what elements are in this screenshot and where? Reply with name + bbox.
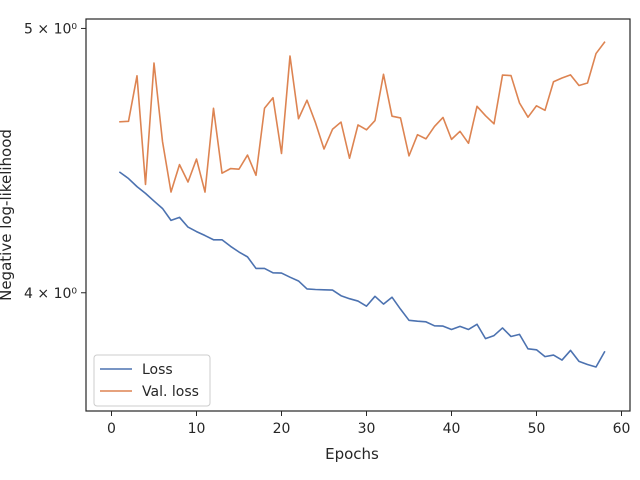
x-tick-label: 30	[358, 421, 376, 437]
plot-frame	[85, 18, 631, 412]
legend-box	[93, 354, 211, 407]
x-axis-ticks: 0 10 20 30 40 50 60	[107, 411, 630, 437]
x-tick-label: 50	[528, 421, 546, 437]
x-tick-label: 10	[188, 421, 206, 437]
series-line-0	[118, 171, 606, 368]
series-layer	[118, 41, 606, 368]
legend: Loss Val. loss	[93, 354, 211, 407]
x-tick-label: 40	[443, 421, 461, 437]
y-axis-label: Negative log-likelihood	[0, 129, 15, 301]
x-tick-label: 0	[107, 421, 116, 437]
legend-label-loss: Loss	[142, 362, 173, 378]
series-line-1	[119, 41, 606, 193]
x-tick-label: 20	[273, 421, 291, 437]
y-tick-label: 5 × 10⁰	[24, 21, 77, 37]
x-tick-label: 60	[613, 421, 631, 437]
y-axis-ticks: 4 × 10⁰ 5 × 10⁰	[24, 21, 86, 302]
y-tick-label: 4 × 10⁰	[24, 286, 77, 302]
x-axis-label: Epochs	[325, 445, 379, 463]
legend-label-val-loss: Val. loss	[142, 384, 199, 400]
